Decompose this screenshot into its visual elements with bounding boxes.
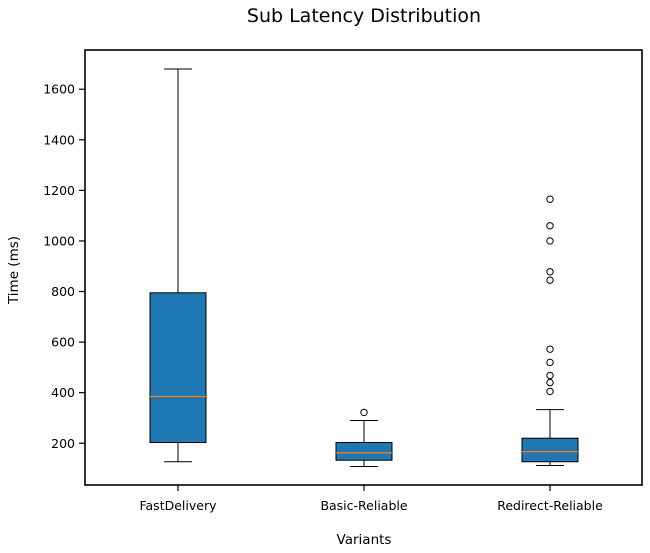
outlier-point — [546, 222, 554, 230]
y-tick-label: 400 — [51, 385, 75, 400]
box — [521, 437, 579, 463]
x-tick-label: FastDelivery — [139, 498, 217, 513]
outlier-point — [546, 378, 554, 387]
outlier-point — [360, 408, 368, 417]
y-axis-label: Time (ms) — [6, 236, 22, 305]
y-tick-label: 1400 — [43, 132, 75, 147]
y-tick-label: 1200 — [43, 183, 75, 198]
outlier-point — [546, 345, 554, 353]
box — [335, 442, 393, 461]
outlier-point — [546, 237, 554, 245]
outlier-point — [546, 371, 554, 380]
outlier-point — [546, 195, 554, 203]
y-tick-label: 1000 — [43, 233, 75, 248]
y-tick-label: 1600 — [43, 82, 75, 97]
chart-title: Sub Latency Distribution — [247, 5, 481, 27]
plot-frame — [84, 49, 643, 486]
outlier-point — [546, 387, 554, 396]
plot-area: 200 400 600 800 1000 1200 1400 1600 FastDelivery… — [43, 68, 603, 513]
outlier-point — [546, 276, 554, 284]
x-tick-label: Basic-Reliable — [320, 498, 407, 513]
y-tick-label: 200 — [51, 436, 75, 451]
box — [149, 292, 207, 444]
outlier-point — [546, 268, 554, 276]
y-tick-label: 800 — [51, 284, 75, 299]
y-tick-label: 600 — [51, 335, 75, 350]
x-tick-label: Redirect-Reliable — [497, 498, 603, 513]
x-axis-label: Variants — [337, 532, 392, 548]
outlier-point — [546, 358, 554, 367]
